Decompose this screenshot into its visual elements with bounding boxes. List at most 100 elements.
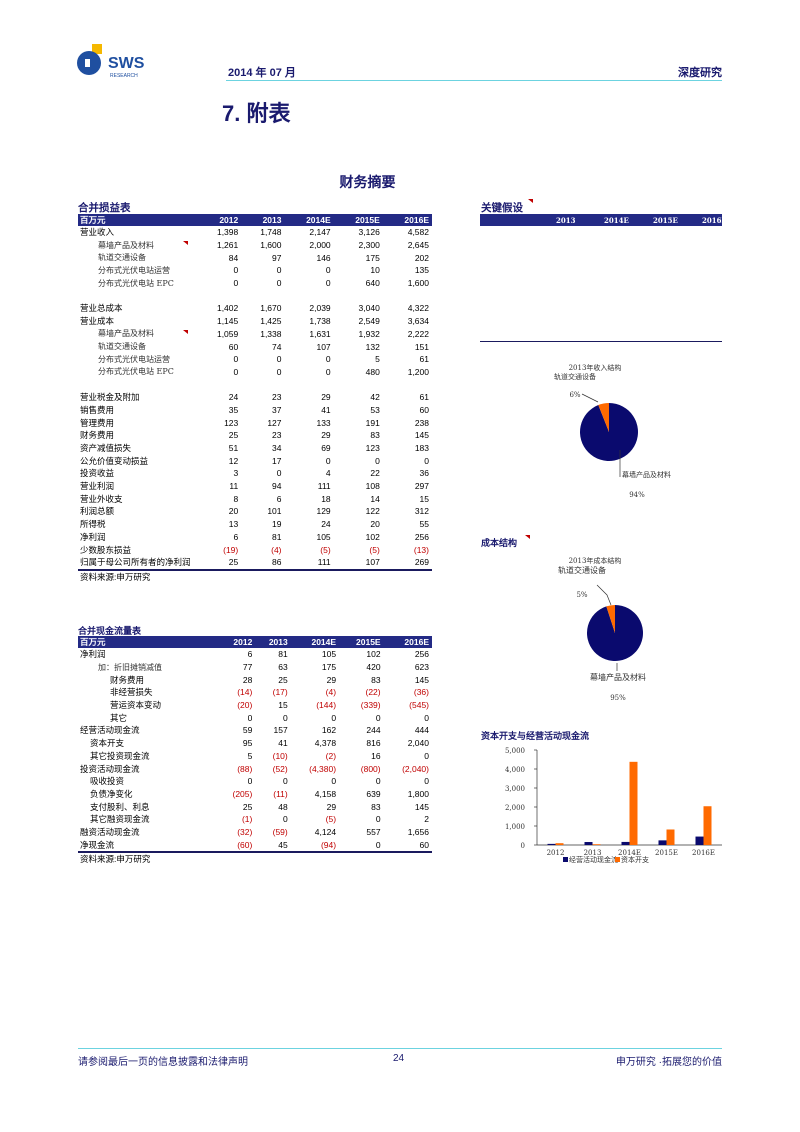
cell-value: (36)	[413, 687, 429, 698]
row-label: 净现金流	[80, 839, 115, 850]
x-tick-label: 2016E	[692, 849, 715, 857]
bar-capex	[666, 829, 675, 845]
column-header: 2016E	[382, 214, 432, 226]
row-label: 归属于母公司所有者的净利润	[80, 556, 191, 567]
income-statement-table: 百万元 2012 2013 2014E 2015E 2016E 营业收入 1,398 1,748…	[78, 214, 432, 583]
cell-value	[198, 378, 241, 391]
cell-value: 4	[325, 468, 331, 479]
cell-value: 162	[321, 725, 337, 736]
row-label: 资产减值损失	[80, 443, 132, 454]
cell-value: 102	[366, 649, 381, 660]
table-row: 净利润 6 81 105 102 256	[78, 648, 432, 661]
revenue-pie-chart: 2013年收入结构 轨道交通设备 6% 幕墙产品及材料 94%	[554, 363, 671, 499]
cell-value: 35	[228, 404, 239, 415]
cell-value: 51	[228, 443, 239, 454]
cell-value: 105	[316, 531, 331, 542]
cell-value: (4,380)	[309, 763, 337, 774]
cell-value: 108	[365, 481, 380, 492]
svg-text:RESEARCH: RESEARCH	[110, 73, 138, 79]
row-label: 轨道交通设备	[98, 253, 146, 263]
table-bottom-line	[78, 851, 432, 853]
cell-value: 6	[233, 531, 239, 542]
row-label: 分布式光伏电站 EPC	[98, 278, 174, 288]
column-header: 2015E	[333, 214, 383, 226]
row-label: 分布式光伏电站运营	[98, 354, 170, 364]
cell-value: 10	[370, 265, 380, 276]
cell-value: 1,200	[407, 366, 429, 377]
cell-value: 23	[272, 430, 282, 441]
column-header: 2015E	[339, 636, 384, 648]
cell-value: 2,549	[358, 316, 380, 327]
legend-swatch	[563, 857, 568, 862]
row-label: 营业外收支	[80, 493, 123, 504]
cell-value: (2,040)	[402, 763, 429, 774]
bar-operating-cf	[621, 841, 630, 845]
cell-value: 48	[278, 801, 288, 812]
cell-value: (4)	[325, 687, 337, 698]
cashflow-table-title: 合并现金流量表	[78, 626, 142, 636]
cell-value: 123	[224, 417, 239, 428]
cell-value: 0	[276, 468, 282, 479]
table-row: 所得税 13 19 24 20 55	[78, 518, 432, 531]
table-source: 资料来源:申万研究	[80, 854, 151, 865]
cell-value: 0	[233, 265, 239, 276]
column-header: 2013	[241, 214, 285, 226]
cell-value: 816	[366, 738, 381, 749]
cell-value: 94	[272, 481, 282, 492]
cell-value: 132	[365, 341, 380, 352]
table-row: 幕墙产品及材料 1,261 1,600 2,000 2,300 2,645	[78, 239, 432, 252]
column-header: 百万元	[78, 214, 198, 226]
cell-value: 81	[272, 531, 282, 542]
row-label: 经营活动现金流	[80, 725, 140, 736]
cell-value: 25	[228, 557, 239, 568]
cell-value: 5	[375, 354, 380, 365]
cell-value: (59)	[272, 826, 288, 837]
cell-value: (339)	[360, 700, 381, 711]
cell-value: 17	[272, 455, 282, 466]
cell-value: 0	[331, 776, 337, 787]
table-row: 销售费用 35 37 41 53 60	[78, 404, 432, 417]
cost-pie-title: 2013年成本结构	[569, 556, 622, 565]
bar-capex	[555, 843, 564, 845]
cell-value: (11)	[273, 788, 288, 799]
table-row: 其它投资现金流 5 (10) (2) 16 0	[78, 750, 432, 763]
footer-disclaimer[interactable]: 请参阅最后一页的信息披露和法律声明	[78, 1057, 248, 1068]
row-label: 营业收入	[80, 227, 115, 238]
y-tick-label: 4,000	[505, 766, 525, 774]
y-tick-label: 1,000	[505, 823, 525, 831]
cell-value: 175	[365, 252, 380, 263]
table-row: 净利润 6 81 105 102 256	[78, 531, 432, 544]
assumptions-title: 关键假设	[481, 202, 523, 214]
row-label: 净利润	[80, 649, 106, 660]
cell-value: 83	[370, 430, 380, 441]
table-row: 营业利润 11 94 111 108 297	[78, 480, 432, 493]
row-label: 负债净变化	[90, 788, 133, 799]
cell-value: 133	[316, 417, 331, 428]
cell-value: 14	[370, 493, 380, 504]
cell-value: 61	[419, 354, 429, 365]
cell-value	[285, 378, 334, 391]
cell-value: 175	[321, 662, 337, 673]
cell-value: (17)	[272, 687, 288, 698]
cell-value: 24	[228, 392, 239, 403]
cell-value: 2	[424, 814, 429, 825]
table-row	[78, 378, 432, 391]
cell-value: 1,932	[358, 328, 380, 339]
table-row: 营业税金及附加 24 23 29 42 61	[78, 391, 432, 404]
cell-value: 157	[273, 725, 288, 736]
cell-value: 60	[228, 341, 239, 352]
cell-value: 0	[276, 354, 282, 365]
cell-value: 105	[321, 649, 337, 660]
cell-value: 480	[365, 366, 380, 377]
cell-value: 145	[414, 674, 429, 685]
table-row: 支付股利、利息 25 48 29 83 145	[78, 800, 432, 813]
cell-value: (14)	[237, 687, 253, 698]
table-row: 财务费用 28 25 29 83 145	[78, 673, 432, 686]
row-label	[78, 378, 198, 391]
cell-value: 0	[424, 712, 429, 723]
cell-value: 0	[331, 712, 337, 723]
table-row: 资产减值损失 51 34 69 123 183	[78, 442, 432, 455]
cell-value: 0	[424, 750, 429, 761]
cell-value: 45	[278, 839, 288, 850]
cell-value	[383, 289, 432, 302]
